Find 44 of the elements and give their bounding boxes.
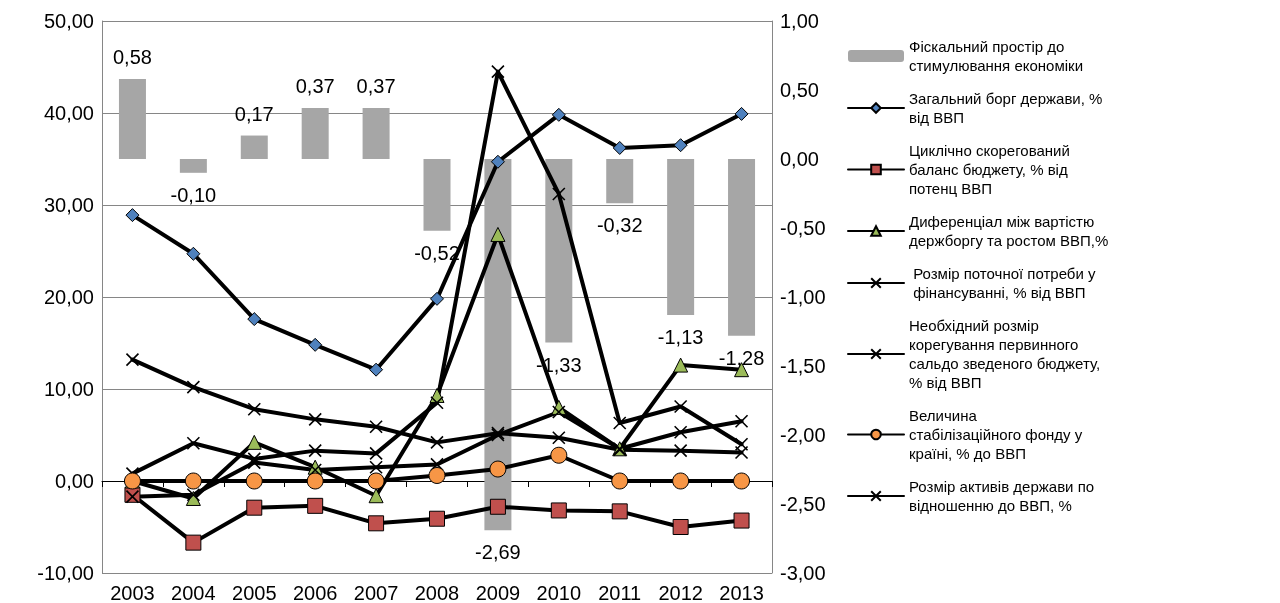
data-label: 0,37 [295, 74, 335, 97]
y2-tick-label: -3,00 [780, 562, 826, 584]
y-tick-label: -10,00 [37, 562, 94, 584]
legend-label: Загальний борг держави, % від ВВП [909, 90, 1107, 126]
y2-tick-label: -1,50 [780, 355, 826, 377]
data-label: 0,17 [234, 102, 274, 125]
legend-label: Величина стабілізаційного фонду у країні, % до ВВП [909, 407, 1087, 462]
legend-label: Розмір поточної потреби у фінансуванні, % від ВВП [909, 265, 1096, 301]
data-label: 0,37 [356, 74, 396, 97]
x-tick-label: 2012 [658, 582, 703, 603]
legend-label: Фіскальний простір до стимулювання економіки [909, 38, 1084, 74]
y2-tick-label: -0,50 [780, 217, 826, 239]
legend-label: Диференціал між вартістю держборгу та ростом ВВП,% [909, 213, 1109, 249]
y2-tick-label: -2,50 [780, 493, 826, 515]
x-tick-label: 2011 [598, 582, 642, 603]
data-label: -1,13 [657, 325, 704, 348]
legend-label: Розмір активів держави по відношенню до ВВП, % [909, 478, 1099, 514]
x-tick-label: 2010 [536, 582, 582, 603]
y2-tick-label: -2,00 [780, 424, 826, 446]
legend-label: Циклічно скорегований баланс бюджету, % від потенц ВВП [909, 142, 1079, 197]
x-tick-label: 2006 [292, 582, 338, 603]
y-tick-label: 40,00 [43, 102, 94, 124]
x-tick-label: 2005 [232, 582, 277, 603]
y-tick-label: 30,00 [43, 194, 94, 216]
data-label: -0,10 [170, 183, 217, 206]
data-label: -2,69 [475, 541, 521, 564]
y-tick-label: 50,00 [43, 10, 94, 32]
y-tick-label: 20,00 [43, 286, 94, 308]
x-tick-label: 2007 [353, 582, 399, 603]
y-tick-label: 10,00 [43, 378, 94, 400]
data-label: -1,28 [718, 346, 765, 369]
x-tick-label: 2009 [475, 582, 521, 603]
x-tick-label: 2008 [414, 582, 460, 603]
data-label: -0,32 [596, 214, 643, 237]
y-tick-label: 0,00 [55, 470, 94, 492]
x-tick-label: 2004 [171, 582, 216, 603]
data-label: 0,58 [112, 45, 152, 68]
y2-tick-label: 0,50 [780, 79, 819, 101]
x-tick-label: 2003 [110, 582, 155, 603]
y2-tick-label: -1,00 [780, 286, 826, 308]
y2-tick-label: 0,00 [780, 148, 819, 170]
x-tick-label: 2013 [719, 582, 764, 603]
y2-tick-label: 1,00 [780, 10, 819, 32]
legend-label: Необхідний розмір корегування первинного сальдо зведеного бюджету, % від ВВП [909, 317, 1105, 391]
